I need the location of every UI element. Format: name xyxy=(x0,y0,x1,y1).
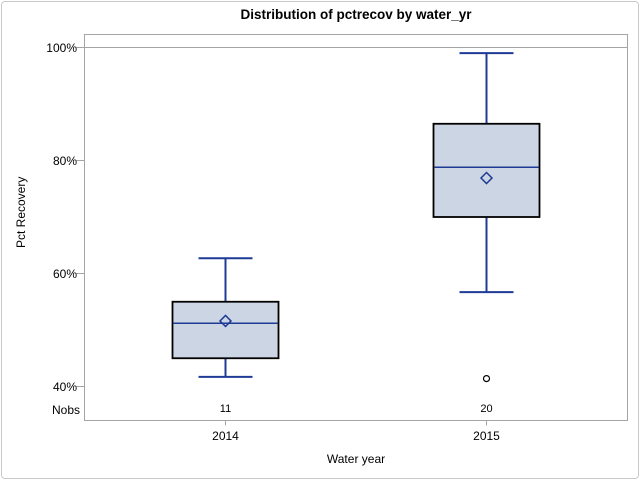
outlier-marker xyxy=(482,374,491,383)
y-tick-label: 60% xyxy=(52,266,77,281)
x-axis-title: Water year xyxy=(326,452,386,466)
y-axis-title-text: Pct Recovery xyxy=(14,176,28,248)
y-tick-label: 100% xyxy=(46,40,77,55)
x-category-label: 2014 xyxy=(212,429,239,443)
nobs-value: 20 xyxy=(480,403,493,415)
iqr-box xyxy=(432,122,541,218)
mean-diamond-marker xyxy=(218,314,233,328)
y-tick-label: 40% xyxy=(52,379,77,394)
mean-diamond-marker xyxy=(479,171,494,185)
chart-title: Distribution of pctrecov by water_yr xyxy=(240,7,472,22)
y-tick-label: 80% xyxy=(52,153,77,168)
iqr-box xyxy=(171,300,280,360)
x-category-label: 2015 xyxy=(473,429,500,443)
y-axis-title: Pct Recovery xyxy=(13,137,30,287)
nobs-value: 11 xyxy=(219,403,232,415)
nobs-row-label: Nobs xyxy=(51,403,80,417)
